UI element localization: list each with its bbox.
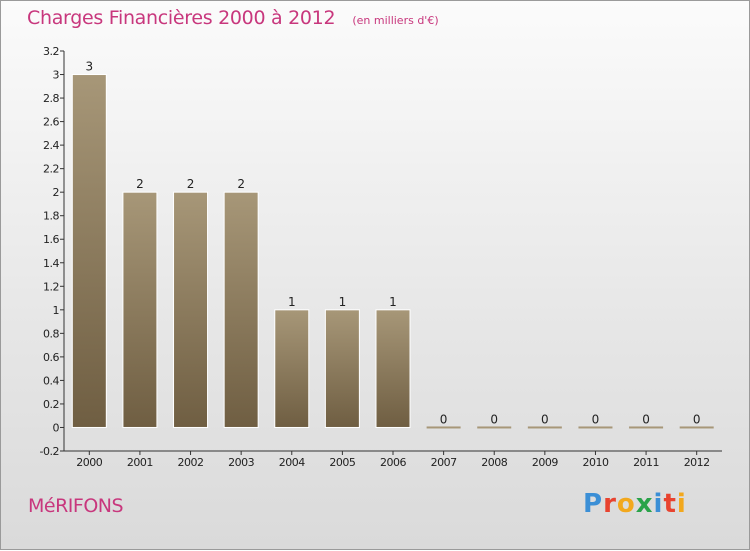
data-label: 1 <box>288 295 296 309</box>
logo-letter: i <box>653 489 664 519</box>
y-tick-label: 1.8 <box>43 210 59 223</box>
x-tick-label: 2009 <box>532 456 558 469</box>
x-tick-label: 2010 <box>582 456 608 469</box>
title-block: Charges Financières 2000 à 2012 (en mill… <box>27 7 439 29</box>
bar <box>71 74 107 428</box>
y-tick-label: 3.2 <box>43 45 59 58</box>
logo-letter: o <box>616 489 636 519</box>
bar <box>426 426 461 429</box>
y-tick-label: 1.2 <box>43 280 59 293</box>
data-label: 2 <box>136 177 144 191</box>
x-tick-label: 2001 <box>127 456 153 469</box>
data-label: 2 <box>237 177 245 191</box>
y-tick-label: 1.4 <box>43 257 59 270</box>
y-tick-label: 1.6 <box>43 233 59 246</box>
logo-letter: x <box>635 489 654 519</box>
x-tick-label: 2011 <box>633 456 659 469</box>
data-label: 0 <box>490 412 498 426</box>
data-label: 0 <box>693 412 701 426</box>
bar <box>122 191 158 428</box>
x-tick-label: 2005 <box>329 456 355 469</box>
bar <box>375 309 411 428</box>
logo-letter: t <box>663 489 677 519</box>
y-tick-label: 2.2 <box>43 163 59 176</box>
bar <box>679 426 714 429</box>
y-tick-label: 2 <box>53 186 60 199</box>
y-tick-label: 2.8 <box>43 92 59 105</box>
y-tick-label: 0 <box>53 421 60 434</box>
data-label: 3 <box>85 60 93 74</box>
bar <box>324 309 360 428</box>
data-label: 0 <box>592 412 600 426</box>
data-label: 0 <box>541 412 549 426</box>
x-tick-label: 2006 <box>380 456 406 469</box>
data-label: 1 <box>389 295 397 309</box>
y-tick-label: 0.8 <box>43 327 59 340</box>
bar <box>578 426 613 429</box>
bar <box>173 191 209 428</box>
bar <box>629 426 664 429</box>
logo-letter: i <box>676 489 687 519</box>
y-tick-label: 3 <box>53 69 60 82</box>
bar <box>274 309 310 428</box>
y-tick-label: 0.2 <box>43 398 59 411</box>
data-label: 2 <box>187 177 195 191</box>
y-tick-label: 0.6 <box>43 351 59 364</box>
y-tick-label: 2.4 <box>43 139 59 152</box>
x-tick-label: 2000 <box>76 456 102 469</box>
x-tick-label: 2004 <box>279 456 305 469</box>
y-tick-label: -0.2 <box>40 445 59 458</box>
data-label: 0 <box>440 412 448 426</box>
logo-letter: P <box>583 489 604 519</box>
data-label: 1 <box>339 295 347 309</box>
commune-name: MéRIFONS <box>28 495 124 517</box>
chart-subtitle: (en milliers d'€) <box>352 14 439 27</box>
bar <box>223 191 259 428</box>
x-tick-label: 2007 <box>431 456 457 469</box>
logo-letter: r <box>603 489 617 519</box>
x-tick-label: 2002 <box>178 456 204 469</box>
bar <box>477 426 512 429</box>
data-label: 0 <box>642 412 650 426</box>
x-tick-label: 2008 <box>481 456 507 469</box>
proxiti-logo: Proxiti <box>583 489 687 519</box>
y-tick-label: 0.4 <box>43 374 59 387</box>
bar <box>527 426 562 429</box>
y-tick-label: 1 <box>53 304 60 317</box>
y-tick-label: 2.6 <box>43 116 59 129</box>
chart-title: Charges Financières 2000 à 2012 <box>27 7 336 29</box>
x-tick-label: 2012 <box>684 456 710 469</box>
x-tick-label: 2003 <box>228 456 254 469</box>
